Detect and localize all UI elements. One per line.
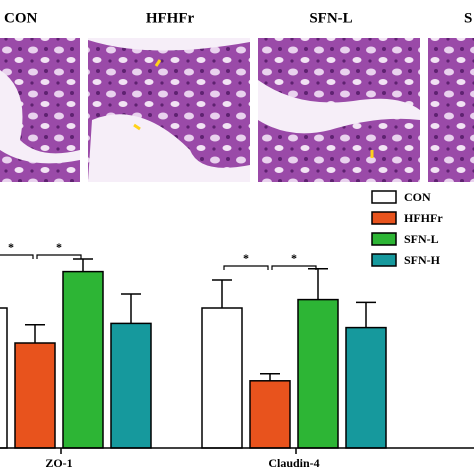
bar [249, 380, 291, 449]
significance-bracket [0, 254, 34, 259]
significance-star: * [8, 240, 14, 254]
bar [0, 307, 8, 449]
panel-label: CON [4, 10, 38, 26]
lumen [88, 38, 250, 182]
significance-star: * [291, 251, 297, 265]
arrow [133, 59, 374, 158]
legend-swatch [371, 253, 397, 267]
significance-bracket [271, 265, 317, 270]
significance-bracket [223, 265, 269, 270]
bar [14, 342, 56, 449]
legend-label: HFHFr [404, 211, 443, 225]
bar [110, 322, 152, 449]
bar [345, 326, 387, 449]
significance-star: * [243, 251, 249, 265]
panel-label: SFN-L [309, 10, 352, 26]
bar [201, 307, 243, 449]
error-bar [25, 324, 45, 343]
panel-label: HFHFr [146, 10, 195, 26]
legend-label: SFN-L [404, 232, 439, 246]
histology-panels: CON HFHFr SFN-L S [0, 10, 474, 182]
legend-label: SFN-H [404, 253, 441, 267]
bar [297, 298, 339, 449]
significance-bracket [36, 254, 82, 259]
error-bar [73, 258, 93, 272]
error-bar [121, 293, 141, 324]
error-bar [308, 268, 328, 300]
x-tick-label: Claudin-4 [268, 456, 319, 470]
legend-swatch [371, 190, 397, 204]
lumen [0, 70, 80, 164]
error-bar [356, 301, 376, 328]
lumen [258, 80, 420, 134]
legend-swatch [371, 232, 397, 246]
bar-chart: ZO-1 Claudin-4 * * * * CON HFHFr SFN-L SFN-H [0, 190, 474, 470]
histology-image [428, 38, 474, 182]
error-bar [260, 373, 280, 381]
bar [62, 270, 104, 449]
legend-swatch [371, 211, 397, 225]
panel-label: S [464, 10, 472, 26]
legend-label: CON [404, 190, 431, 204]
x-tick-label: ZO-1 [45, 456, 72, 470]
error-bar [212, 279, 232, 308]
significance-star: * [56, 240, 62, 254]
